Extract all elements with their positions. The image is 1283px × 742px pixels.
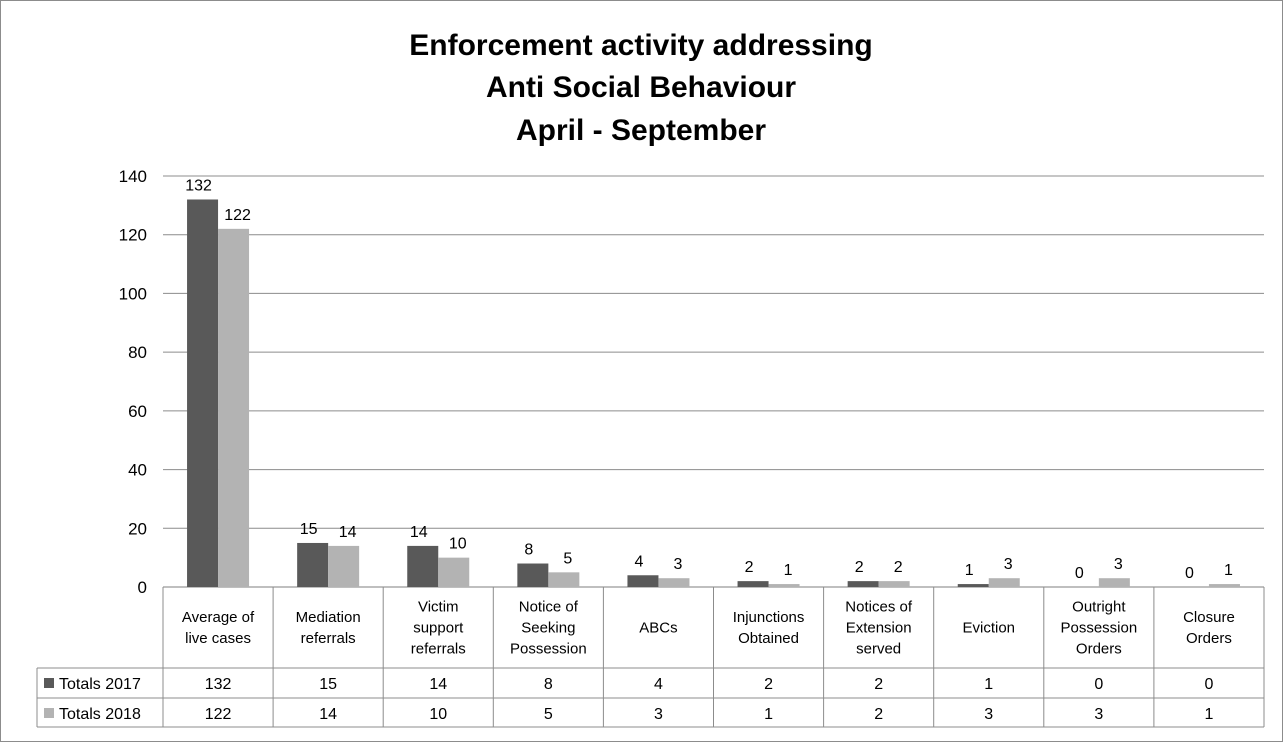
y-tick-label: 80: [128, 343, 147, 362]
y-tick-label: 0: [138, 578, 147, 597]
data-label: 10: [449, 536, 467, 553]
bar: [627, 575, 659, 587]
y-axis-ticks: 0 20 40 60 80 100 120 140: [119, 167, 147, 597]
table-cell: 5: [544, 706, 553, 723]
bar: [517, 563, 549, 587]
chart-title-line: Anti Social Behaviour: [486, 71, 796, 104]
legend-label: Totals 2018: [59, 706, 141, 723]
data-table: Average of live cases Mediation referrals Vi…: [36, 587, 1265, 728]
data-label: 122: [224, 207, 251, 224]
bar: [737, 581, 769, 587]
data-label: 2: [894, 559, 903, 576]
legend-key: [44, 678, 54, 688]
data-label: 14: [410, 524, 428, 541]
data-label: 5: [563, 550, 572, 567]
table-cell: 0: [1094, 676, 1103, 693]
y-tick-label: 40: [128, 461, 147, 480]
table-cell: 122: [205, 706, 232, 723]
bar: [407, 545, 439, 587]
data-label: 3: [1114, 556, 1123, 573]
x-tick-label: Closure Orders: [1183, 609, 1235, 647]
gridlines: [163, 175, 1264, 588]
table-cell: 1: [984, 676, 993, 693]
bar: [1098, 578, 1130, 587]
chart-title-line: April - September: [516, 114, 766, 147]
table-cell: 0: [1204, 676, 1213, 693]
x-tick-label: Notices of Extension served: [845, 599, 913, 658]
legend-key: [44, 708, 54, 718]
x-tick-label: Average of live cases: [182, 609, 255, 647]
bar: [548, 572, 580, 587]
table-cell: 14: [319, 706, 337, 723]
data-label: 2: [855, 559, 864, 576]
bar: [957, 584, 989, 587]
bars: [187, 199, 1240, 588]
data-label: 0: [1075, 565, 1084, 582]
chart-title-line: Enforcement activity addressing: [409, 29, 872, 62]
data-label: 14: [339, 524, 357, 541]
legend-label: Totals 2017: [59, 676, 141, 693]
table-cell: 14: [429, 676, 447, 693]
data-label: 1: [784, 562, 793, 579]
data-label: 1: [965, 562, 974, 579]
table-cell: 3: [654, 706, 663, 723]
data-label: 4: [634, 553, 643, 570]
bar: [297, 542, 329, 587]
bar: [187, 199, 219, 587]
bar: [658, 578, 690, 587]
x-tick-label: Notice of Seeking Possession: [510, 599, 587, 658]
table-cell: 8: [544, 676, 553, 693]
bar: [847, 581, 879, 587]
bar: [328, 545, 360, 587]
x-tick-label: Injunctions Obtained: [733, 609, 805, 647]
table-cell: 1: [764, 706, 773, 723]
data-label: 3: [673, 556, 682, 573]
bar: [768, 584, 800, 587]
table-cell: 3: [1094, 706, 1103, 723]
data-label: 132: [185, 177, 212, 194]
table-cell: 2: [764, 676, 773, 693]
y-tick-label: 100: [119, 284, 147, 303]
x-tick-label: Outright Possession Orders: [1060, 599, 1137, 658]
x-tick-label: Eviction: [962, 620, 1015, 637]
table-cell: 3: [984, 706, 993, 723]
table-cell: 132: [205, 676, 232, 693]
bar: [438, 557, 470, 587]
y-tick-label: 140: [119, 167, 147, 186]
table-cell: 4: [654, 676, 663, 693]
data-label: 1: [1224, 562, 1233, 579]
table-cell: 10: [429, 706, 447, 723]
y-tick-label: 120: [119, 226, 147, 245]
bar: [988, 578, 1020, 587]
chart-title: Enforcement activity addressing Anti Soci…: [409, 29, 872, 147]
y-tick-label: 60: [128, 402, 147, 421]
data-label: 2: [745, 559, 754, 576]
bar: [878, 581, 910, 587]
x-tick-label: ABCs: [639, 620, 677, 637]
bar: [218, 228, 250, 588]
x-tick-label: Mediation referrals: [296, 609, 361, 647]
table-cell: 2: [874, 706, 883, 723]
table-cell: 15: [319, 676, 337, 693]
table-cell: 2: [874, 676, 883, 693]
data-label: 8: [524, 542, 533, 559]
data-label: 3: [1004, 556, 1013, 573]
x-tick-label: Victim support referrals: [411, 599, 466, 658]
bar: [1208, 584, 1240, 587]
y-tick-label: 20: [128, 519, 147, 538]
data-label: 0: [1185, 565, 1194, 582]
data-label: 15: [300, 521, 318, 538]
table-cell: 1: [1204, 706, 1213, 723]
